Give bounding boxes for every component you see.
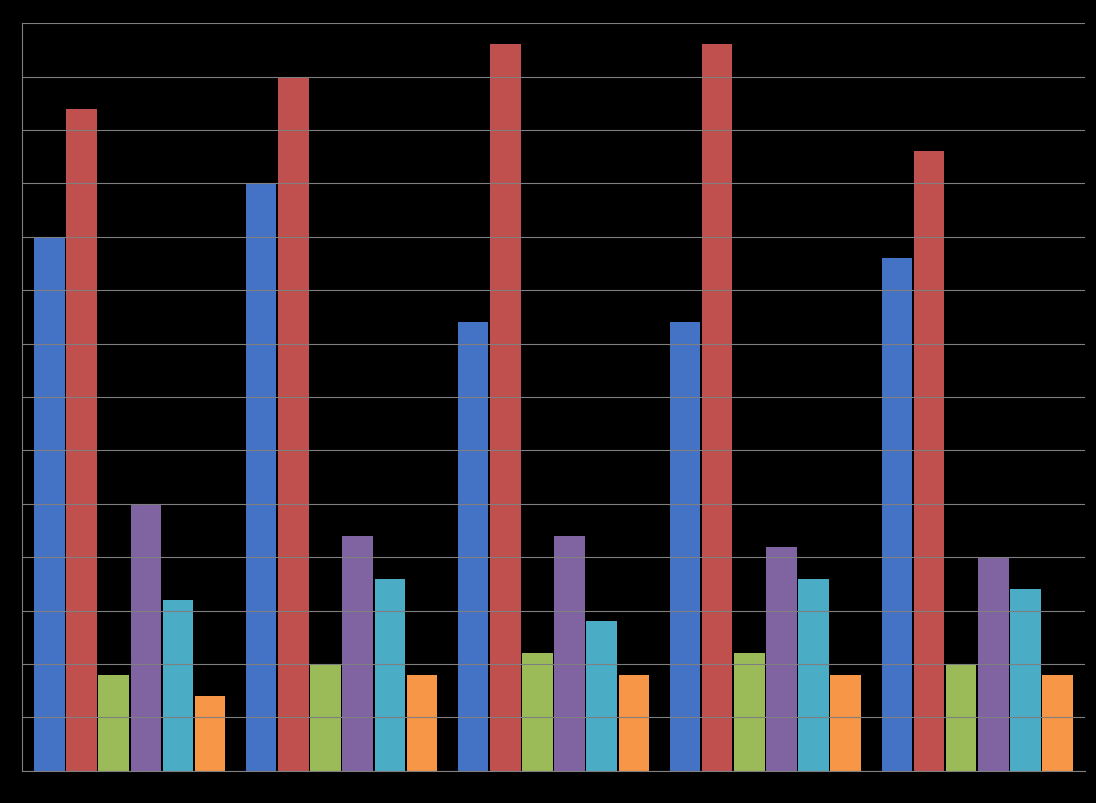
Bar bbox=[342, 536, 373, 771]
Bar bbox=[1042, 675, 1073, 771]
Bar bbox=[66, 109, 96, 771]
Bar bbox=[618, 675, 649, 771]
Bar bbox=[34, 238, 65, 771]
Bar bbox=[946, 664, 977, 771]
Bar bbox=[831, 675, 861, 771]
Bar bbox=[458, 323, 489, 771]
Bar bbox=[130, 504, 161, 771]
Bar bbox=[310, 664, 341, 771]
Bar bbox=[246, 184, 276, 771]
Bar bbox=[278, 77, 309, 771]
Bar bbox=[734, 654, 765, 771]
Bar bbox=[701, 46, 732, 771]
Bar bbox=[670, 323, 700, 771]
Bar bbox=[586, 622, 617, 771]
Bar bbox=[407, 675, 437, 771]
Bar bbox=[490, 46, 521, 771]
Bar bbox=[798, 579, 829, 771]
Bar bbox=[766, 547, 797, 771]
Bar bbox=[914, 152, 945, 771]
Bar bbox=[881, 259, 912, 771]
Bar bbox=[555, 536, 585, 771]
Bar bbox=[978, 557, 1008, 771]
Bar bbox=[99, 675, 129, 771]
Bar bbox=[522, 654, 552, 771]
Bar bbox=[1011, 589, 1041, 771]
Bar bbox=[375, 579, 406, 771]
Bar bbox=[162, 600, 193, 771]
Bar bbox=[195, 696, 226, 771]
